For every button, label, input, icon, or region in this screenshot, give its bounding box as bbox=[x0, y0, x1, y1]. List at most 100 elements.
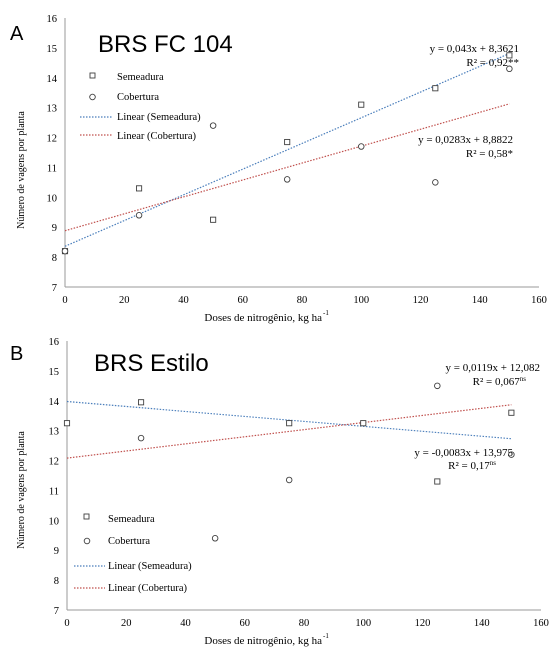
y-tick-label-b: 13 bbox=[49, 427, 60, 438]
x-tick-label-a: 100 bbox=[353, 295, 369, 306]
r2-significance-semeadura-a: ** bbox=[508, 57, 519, 69]
y-tick-label-a: 14 bbox=[47, 74, 58, 85]
data-point-cobertura-b bbox=[508, 451, 515, 458]
data-point-semeadura-b bbox=[508, 409, 515, 416]
data-point-semeadura-b bbox=[360, 420, 367, 427]
data-point-cobertura-b bbox=[211, 535, 219, 542]
equation-cobertura-a: y = 0,0283x + 8,8822 R² = 0,58* bbox=[418, 134, 513, 160]
legend-label-semeadura-b: Semeadura bbox=[108, 514, 155, 525]
data-point-semeadura-a bbox=[358, 101, 365, 108]
legend-label-cobertura-a: Cobertura bbox=[117, 92, 159, 103]
y-tick-label-b: 12 bbox=[49, 457, 60, 468]
data-points-b bbox=[63, 382, 515, 542]
r2-text-cobertura-b: R² = 0,067ns bbox=[473, 375, 527, 388]
data-point-semeadura-b bbox=[138, 399, 145, 406]
data-point-cobertura-a bbox=[432, 179, 439, 186]
data-point-cobertura-a bbox=[506, 65, 513, 73]
y-axis-title-b: Número de vagens por planta bbox=[16, 431, 27, 549]
y-tick-label-a: 13 bbox=[47, 104, 58, 115]
legend-marker-cobertura-b bbox=[83, 537, 91, 545]
x-tick-label-b: 80 bbox=[299, 618, 310, 629]
trendline-cobertura-a bbox=[64, 103, 510, 232]
legend-label-linear-semeadura-b: Linear (Semeadura) bbox=[108, 561, 192, 572]
x-axis-title-sup-b: -1 bbox=[323, 632, 329, 640]
r2-value-cobertura-b: R² = 0,067 bbox=[473, 376, 521, 388]
data-point-semeadura-b bbox=[286, 420, 293, 427]
data-point-cobertura-a bbox=[209, 122, 217, 129]
x-tick-label-b: 160 bbox=[533, 618, 549, 629]
equation-cobertura-b: y = 0,0119x + 12,082 R² = 0,067ns bbox=[446, 362, 541, 388]
x-tick-label-b: 60 bbox=[240, 618, 251, 629]
x-axis-title-b: Doses de nitrogênio, kg ha bbox=[204, 635, 322, 647]
chart-title-b: BRS Estilo bbox=[94, 350, 209, 377]
data-point-semeadura-b bbox=[63, 420, 71, 427]
x-tick-label-b: 0 bbox=[64, 618, 69, 629]
data-point-cobertura-a bbox=[358, 143, 365, 150]
y-tick-label-a: 12 bbox=[47, 134, 58, 145]
y-tick-label-a: 8 bbox=[52, 253, 57, 264]
r2-value-semeadura-a: R² = 0,92 bbox=[466, 57, 508, 69]
y-tick-label-a: 9 bbox=[52, 223, 57, 234]
y-tick-label-a: 7 bbox=[52, 283, 57, 294]
x-axis-title-sup-a: -1 bbox=[323, 309, 329, 317]
r2-value-cobertura-a: R² = 0,58 bbox=[466, 148, 508, 160]
data-point-semeadura-a bbox=[506, 52, 513, 59]
legend-marker-cobertura-a bbox=[89, 93, 96, 101]
trendline-semeadura-b bbox=[66, 400, 512, 440]
r2-significance-cobertura-b: ns bbox=[520, 375, 527, 383]
y-tick-label-a: 10 bbox=[47, 193, 58, 204]
x-tick-label-a: 0 bbox=[62, 295, 67, 306]
data-point-cobertura-a bbox=[135, 212, 143, 219]
y-tick-label-b: 7 bbox=[54, 606, 59, 617]
y-tick-label-b: 8 bbox=[54, 576, 59, 587]
x-tick-label-b: 100 bbox=[355, 618, 371, 629]
r2-value-semeadura-b: R² = 0,17 bbox=[448, 460, 490, 472]
equation-text-semeadura-b: y = -0,0083x + 13,975 bbox=[414, 447, 513, 459]
r2-significance-cobertura-a: * bbox=[508, 148, 514, 160]
r2-text-cobertura-a: R² = 0,58* bbox=[466, 148, 513, 160]
data-point-semeadura-a bbox=[284, 138, 291, 146]
legend-b: Semeadura Cobertura Linear (Semeadura) L… bbox=[74, 513, 192, 594]
panel-letter-a: A bbox=[10, 23, 24, 45]
x-tick-label-b: 40 bbox=[180, 618, 191, 629]
r2-text-semeadura-a: R² = 0,92** bbox=[466, 57, 519, 69]
y-tick-label-a: 15 bbox=[47, 44, 58, 55]
r2-text-semeadura-b: R² = 0,17ns bbox=[448, 459, 496, 472]
y-tick-label-a: 16 bbox=[47, 14, 58, 25]
x-tick-label-b: 140 bbox=[474, 618, 490, 629]
equation-text-semeadura-a: y = 0,043x + 8,3621 bbox=[430, 43, 519, 55]
trendlines-a bbox=[64, 52, 510, 247]
legend-label-semeadura-a: Semeadura bbox=[117, 72, 164, 83]
x-axis-title-a: Doses de nitrogênio, kg ha bbox=[204, 312, 322, 324]
data-point-semeadura-a bbox=[432, 85, 439, 92]
x-tick-label-a: 20 bbox=[119, 295, 130, 306]
equation-semeadura-b: y = -0,0083x + 13,975 R² = 0,17ns bbox=[414, 447, 513, 472]
x-tick-label-b: 120 bbox=[415, 618, 431, 629]
data-points-a bbox=[61, 52, 513, 255]
y-tick-label-b: 16 bbox=[49, 337, 60, 348]
legend-label-linear-cobertura-a: Linear (Cobertura) bbox=[117, 131, 197, 142]
x-tick-label-a: 80 bbox=[297, 295, 308, 306]
y-axis-title-a: Número de vagens por planta bbox=[16, 111, 27, 229]
equation-semeadura-a: y = 0,043x + 8,3621 R² = 0,92** bbox=[430, 43, 519, 69]
y-tick-label-b: 15 bbox=[49, 367, 60, 378]
y-tick-label-b: 9 bbox=[54, 546, 59, 557]
x-tick-label-a: 120 bbox=[413, 295, 429, 306]
legend-label-linear-cobertura-b: Linear (Cobertura) bbox=[108, 583, 188, 594]
x-tick-label-a: 160 bbox=[531, 295, 547, 306]
legend-label-cobertura-b: Cobertura bbox=[108, 536, 150, 547]
x-tick-label-a: 60 bbox=[238, 295, 249, 306]
equation-text-cobertura-a: y = 0,0283x + 8,8822 bbox=[418, 134, 513, 146]
x-tick-label-a: 140 bbox=[472, 295, 488, 306]
data-point-cobertura-a bbox=[283, 176, 291, 183]
trendlines-b bbox=[66, 400, 512, 459]
panel-letter-b: B bbox=[10, 343, 23, 365]
r2-significance-semeadura-b: ns bbox=[490, 459, 497, 467]
